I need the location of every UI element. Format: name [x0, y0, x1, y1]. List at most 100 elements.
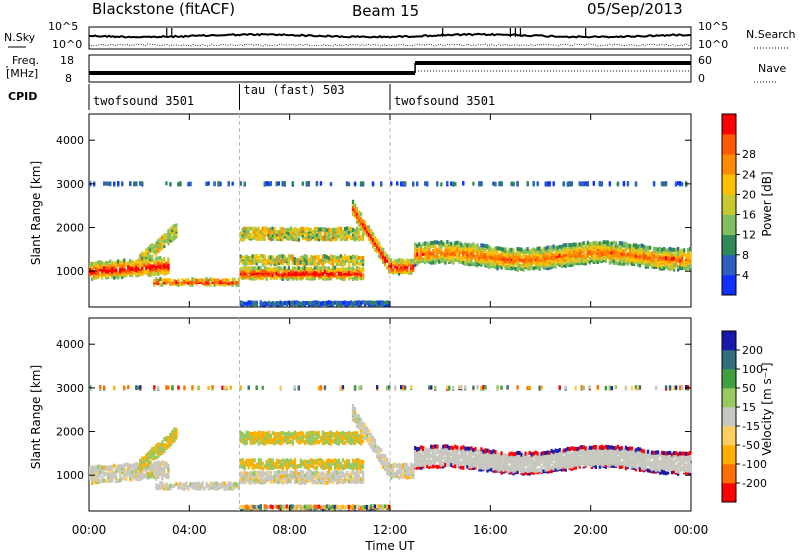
heatmap-cell [263, 441, 266, 446]
heatmap-cell [363, 300, 367, 305]
heatmap-cell [177, 278, 180, 283]
heatmap-cell [149, 254, 152, 259]
heatmap-cell [273, 437, 276, 442]
heatmap-cell [347, 475, 351, 480]
heatmap-cell [117, 259, 120, 264]
heatmap-cell [323, 505, 327, 510]
heatmap-cell [632, 257, 636, 262]
heatmap-cell [448, 245, 451, 250]
heatmap-cell [243, 301, 246, 306]
heatmap-cell [241, 432, 244, 436]
heatmap-cell [382, 253, 385, 258]
heatmap-cell [396, 259, 399, 264]
heatmap-cell [351, 227, 355, 232]
heatmap-cell [155, 265, 158, 270]
heatmap-cell [315, 270, 319, 275]
heatmap-cell [151, 243, 154, 247]
heatmap-cell [231, 181, 234, 186]
heatmap-cell [353, 431, 357, 436]
heatmap-cell [147, 249, 150, 254]
heatmap-cell [578, 248, 581, 253]
heatmap-cell [556, 261, 559, 266]
heatmap-cell [317, 266, 321, 271]
heatmap-cell [301, 235, 305, 240]
heatmap-cell [394, 385, 397, 390]
heatmap-cell [361, 255, 365, 260]
heatmap-cell [353, 212, 357, 217]
heatmap-cell [147, 257, 150, 262]
heatmap-cell [462, 249, 465, 254]
heatmap-cell [470, 260, 473, 265]
heatmap-cell [677, 267, 680, 272]
heatmap-cell [259, 300, 262, 305]
heatmap-cell [538, 252, 541, 257]
heatmap-cell [500, 181, 503, 186]
heatmap-cell [251, 254, 254, 259]
heatmap-cell [153, 446, 156, 451]
y-tick-label: 3000 [56, 178, 84, 191]
heatmap-cell [426, 258, 429, 263]
heatmap-cell [137, 263, 140, 268]
heatmap-cell [285, 232, 289, 237]
heatmap-cell [135, 385, 138, 390]
heatmap-cell [263, 464, 266, 469]
heatmap-cell [343, 431, 347, 436]
heatmap-cell [317, 471, 321, 476]
heatmap-cell [315, 233, 319, 238]
heatmap-cell [570, 245, 573, 250]
heatmap-cell [299, 431, 303, 435]
heatmap-cell [289, 235, 293, 240]
heatmap-cell [257, 470, 260, 475]
heatmap-cell [277, 439, 280, 444]
heatmap-cell [612, 253, 616, 258]
heatmap-cell [315, 474, 319, 479]
heatmap-cell [213, 281, 216, 286]
heatmap-cell [251, 461, 254, 466]
heatmap-cell [361, 460, 365, 464]
heatmap-cell [444, 248, 447, 253]
heatmap-cell [357, 220, 361, 225]
heatmap-cell [672, 256, 676, 261]
heatmap-cell [359, 469, 363, 474]
heatmap-cell [277, 432, 280, 437]
heatmap-cell [99, 385, 102, 390]
heatmap-cell [307, 267, 311, 272]
heatmap-cell [470, 251, 473, 256]
heatmap-cell [480, 243, 483, 248]
heatmap-cell [313, 276, 317, 281]
heatmap-cell [496, 254, 499, 259]
heatmap-cell [608, 253, 612, 258]
heatmap-cell [365, 437, 369, 442]
heatmap-cell [161, 282, 164, 287]
heatmap-cell [95, 275, 98, 280]
heatmap-cell [243, 270, 246, 275]
heatmap-cell [127, 385, 130, 390]
heatmap-cell [341, 430, 345, 435]
heatmap-cell [293, 475, 297, 480]
heatmap-cell [309, 261, 313, 266]
heatmap-cell [271, 465, 274, 470]
nave-tick-low: 0 [698, 72, 705, 85]
heatmap-cell [165, 461, 168, 466]
heatmap-cell [161, 460, 164, 465]
heatmap-cell [311, 480, 315, 485]
heatmap-cell [247, 465, 250, 470]
heatmap-cell [145, 251, 148, 256]
heatmap-cell [273, 462, 276, 466]
heatmap-cell [267, 470, 270, 475]
heatmap-cell [249, 273, 252, 278]
heatmap-cell [145, 466, 148, 471]
heatmap-cell [687, 254, 690, 259]
heatmap-cell [165, 385, 168, 390]
heatmap-cell [281, 480, 284, 485]
heatmap-cell [528, 253, 531, 258]
heatmap-cell [245, 504, 248, 509]
heatmap-cell [141, 255, 144, 260]
heatmap-cell [402, 266, 405, 271]
heatmap-cell [309, 227, 313, 232]
heatmap-cell [253, 226, 256, 231]
heatmap-cell [319, 472, 323, 477]
heatmap-cell [670, 253, 674, 258]
heatmap-cell [235, 283, 238, 288]
heatmap-cell [512, 256, 515, 260]
